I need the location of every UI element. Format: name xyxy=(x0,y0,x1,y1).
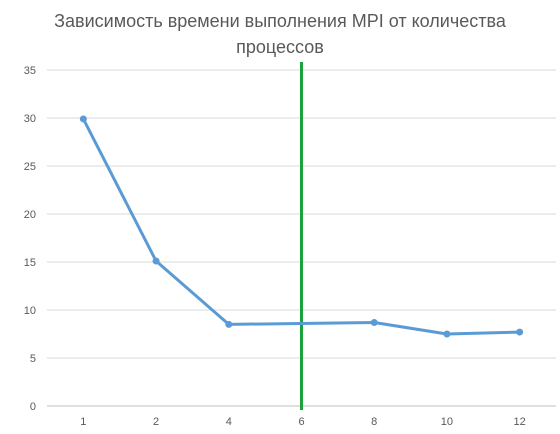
series-layer xyxy=(79,115,524,338)
x-axis-ticks: 1 2 4 6 8 10 12 xyxy=(80,416,525,428)
y-tick-label: 0 xyxy=(30,401,36,413)
y-tick-label: 5 xyxy=(30,353,36,365)
x-tick-label: 12 xyxy=(514,416,526,428)
x-tick-label: 10 xyxy=(441,416,453,428)
y-axis-ticks: 0 5 10 15 20 25 30 35 xyxy=(24,65,36,413)
chart-title: Зависимость времени выполнения MPI от ко… xyxy=(0,8,560,60)
data-point xyxy=(443,330,451,338)
y-tick-label: 10 xyxy=(24,305,36,317)
x-tick-label: 2 xyxy=(153,416,159,428)
data-point xyxy=(225,320,233,328)
x-tick-label: 1 xyxy=(80,416,86,428)
x-tick-label: 4 xyxy=(226,416,232,428)
chart-title-line-2: процессов xyxy=(236,37,324,57)
chart-title-line-1: Зависимость времени выполнения MPI от ко… xyxy=(54,11,506,31)
y-tick-label: 20 xyxy=(24,209,36,221)
y-tick-label: 35 xyxy=(24,65,36,77)
series-line xyxy=(81,117,522,336)
data-point xyxy=(370,318,378,326)
y-tick-label: 30 xyxy=(24,113,36,125)
data-point xyxy=(152,257,160,265)
y-tick-label: 15 xyxy=(24,257,36,269)
data-point xyxy=(516,328,524,336)
x-tick-label: 6 xyxy=(298,416,304,428)
data-point xyxy=(79,115,87,123)
y-tick-label: 25 xyxy=(24,161,36,173)
x-tick-label: 8 xyxy=(371,416,377,428)
